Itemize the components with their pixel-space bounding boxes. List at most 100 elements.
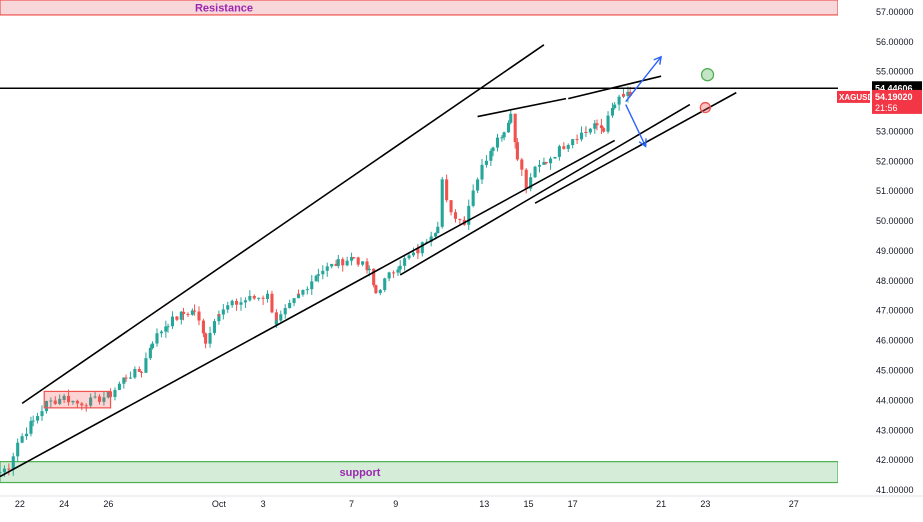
candle-body [396,269,400,273]
candle-body [164,326,168,332]
candle-body [334,263,338,266]
price-tick-label: 55.00000 [876,67,914,77]
time-tick-label: 24 [59,499,69,509]
candle-body [599,125,603,129]
candle-body [122,377,126,384]
candle-body [352,257,356,259]
candle-body [175,316,179,320]
trend-line[interactable] [568,75,662,100]
candle-body [212,321,217,333]
candle-body [544,161,548,164]
candle-body [515,142,519,160]
time-tick-label: 21 [656,499,666,509]
candle-body [500,137,504,139]
candle-body [449,200,453,213]
support-label: support [340,467,381,479]
consolidation-box[interactable] [43,390,112,409]
candle-body [71,400,75,403]
candle-body [170,316,175,327]
candle-body [193,310,197,312]
candle-body [106,391,110,398]
time-tick-label: Oct [212,499,227,509]
projection-arrow[interactable] [625,104,647,147]
candle-body [383,278,387,290]
time-axis: 22 24 26 Oct 3 7 9 13 15 17 21 23 27 [0,495,923,509]
trend-line[interactable] [477,97,567,118]
projection-arrow[interactable] [625,56,662,103]
candle-body [628,91,632,96]
candle-body [593,123,597,129]
candle-body [420,242,424,254]
trend-line[interactable] [21,44,545,405]
price-tick-label: 48.00000 [876,276,914,286]
price-tick-label: 53.00000 [876,126,914,136]
candle-body [137,369,141,372]
candle-body [274,312,278,325]
candle-body [491,147,495,152]
candle-body [124,377,128,379]
target-circle[interactable] [700,68,715,82]
stop-circle[interactable] [699,101,711,114]
candle-body [139,371,144,373]
trend-line[interactable] [0,139,616,478]
candle-body [367,268,371,271]
candle-body [584,131,588,133]
zones: Resistance support [0,0,839,484]
candle-body [553,156,557,159]
candle-body [372,268,376,286]
candle-body [7,468,11,470]
candle-body [403,258,407,266]
candle-body [316,274,320,276]
candle-body [378,289,382,294]
candle-body [575,139,579,141]
price-tick-label: 51.00000 [876,186,914,196]
candle-body [533,166,537,172]
candle-body [374,285,378,294]
candle-body [166,326,170,328]
price-tick-label: 45.00000 [876,366,914,376]
price-tick-label: 42.00000 [876,455,914,465]
candle-body [467,205,471,225]
candle-body [197,311,201,321]
candle-body [557,146,561,157]
candle-body [407,255,411,259]
candle-body [53,400,57,404]
candle-body [345,260,349,266]
candle-body [186,313,190,315]
candle-body [181,311,186,314]
candle-body [252,295,256,299]
candle-body [133,369,137,378]
time-tick-label: 15 [523,499,533,509]
candle-body [509,113,513,123]
candle-body [97,396,102,402]
candle-body [151,343,155,349]
candle-body [579,132,584,140]
candle-body [610,108,615,116]
candle-body [356,257,360,265]
price-axis-bg [838,0,923,517]
candle-body [274,320,278,325]
trend-line[interactable] [399,103,691,276]
arrow-head [638,138,647,148]
candle-body [93,396,97,398]
candle-body [31,420,35,422]
candle-body [179,311,183,320]
candle-body [305,289,309,291]
candle-body [595,123,599,126]
candle-body [566,145,570,149]
time-tick-label: 7 [349,499,354,509]
candle-body [24,433,29,437]
candle-body [102,397,106,402]
candle-body [248,295,252,300]
candle-body [2,468,6,473]
candle-body [365,261,369,271]
trend-line[interactable] [534,91,737,204]
candle-body [270,293,274,313]
candle-body [16,442,20,457]
time-tick-label: 26 [103,499,113,509]
candle-body [29,421,33,434]
candle-body [588,128,592,133]
candle-body [398,265,402,270]
candle-body [89,397,93,406]
